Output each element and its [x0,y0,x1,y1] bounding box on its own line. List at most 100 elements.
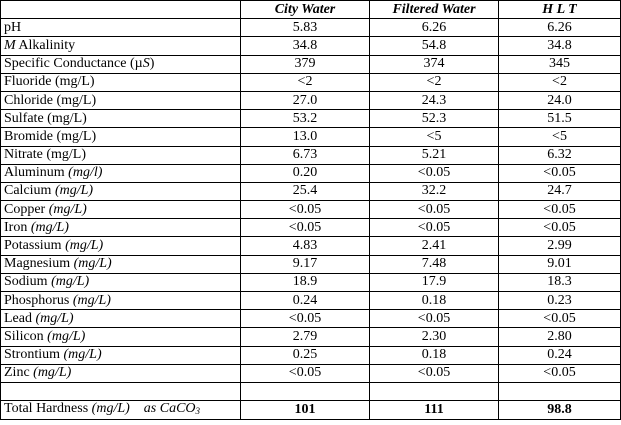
hlt-value: <2 [498,72,621,92]
table-row: M Alkalinity 34.8 54.8 34.8 [0,36,621,56]
filtered-value: 2.30 [369,327,499,347]
table-row: pH 5.83 6.26 6.26 [0,18,621,38]
table-row: Calcium (mg/L) 25.4 32.2 24.7 [0,181,621,202]
hlt-value: 6.26 [498,18,621,38]
parameter-name: Sodium [4,274,52,290]
row-label: Magnesium (mg/L) [0,254,241,274]
filtered-value: 52.3 [369,109,499,129]
city-value: 18.9 [240,272,370,293]
spacer-cell [0,381,241,401]
city-value: 27.0 [240,90,370,111]
parameter-name: Copper [4,201,49,217]
row-label: Sodium (mg/L) [0,272,241,293]
parameter-name: Specific Conductance ( [4,56,135,72]
spacer-cell [240,381,370,401]
filtered-value: 32.2 [369,181,499,202]
hlt-value: 34.8 [498,36,621,56]
table-row: Potassium (mg/L) 4.83 2.41 2.99 [0,236,621,256]
parameter-unit: (mg/L) [72,292,111,308]
hlt-value: 0.23 [498,290,621,311]
row-label: Total Hardness (mg/L) as CaCO3 [0,399,241,420]
city-value: <0.05 [240,363,370,383]
filtered-value: <0.05 [369,163,499,183]
row-label: Phosphorus (mg/L) [0,290,241,311]
header-city-water: City Water [240,0,370,20]
filtered-value: <0.05 [369,309,499,329]
city-value: 13.0 [240,127,370,147]
row-label: Strontium (mg/L) [0,345,241,365]
filtered-value: 374 [369,54,499,74]
city-value: 6.73 [240,145,370,165]
parameter-name: Calcium [4,183,55,199]
filtered-value: 0.18 [369,290,499,311]
parameter-unit: (mg/L) [35,310,74,326]
table-row: Zinc (mg/L) <0.05 <0.05 <0.05 [0,363,621,383]
total-hardness-row: Total Hardness (mg/L) as CaCO3 101 111 98… [0,399,621,420]
header-hlt: H L T [498,0,621,20]
parameter-unit: (mg/L) [30,219,69,235]
parameter-name: Potassium [4,238,66,254]
header-filtered-water: Filtered Water [369,0,499,20]
filtered-value: 54.8 [369,36,499,56]
parameter-unit: (mg/L) [33,365,72,381]
city-value: 9.17 [240,254,370,274]
filtered-value: <2 [369,72,499,92]
parameter-unit: (mg/L) [73,256,112,272]
as-caco3-subscript: 3 [195,405,201,416]
hlt-value: 9.01 [498,254,621,274]
city-value: 25.4 [240,181,370,202]
table-row: Nitrate (mg/L) 6.73 5.21 6.32 [0,145,621,165]
parameter-name: Phosphorus [4,292,73,308]
hlt-value: <0.05 [498,218,621,238]
city-value: 4.83 [240,236,370,256]
parameter-name: Aluminum [4,165,69,181]
filtered-value: <0.05 [369,200,499,220]
filtered-value: <0.05 [369,363,499,383]
hlt-value: 0.24 [498,345,621,365]
table-row: Bromide (mg/L) 13.0 <5 <5 [0,127,621,147]
hlt-value: <0.05 [498,309,621,329]
filtered-value: 17.9 [369,272,499,293]
parameter-name: pH [4,19,22,35]
parameter-name: Sulfate (mg/L) [4,110,87,126]
hlt-value: <0.05 [498,363,621,383]
spacer-cell [498,381,621,401]
parameter-unit: (mg/L) [63,347,102,363]
spacer-row [0,381,621,401]
filtered-value: 24.3 [369,90,499,111]
parameter-unit: (mg/L) [47,328,86,344]
row-label: Silicon (mg/L) [0,327,241,347]
filtered-value: 5.21 [369,145,499,165]
row-label: pH [0,18,241,38]
hlt-value: <5 [498,127,621,147]
parameter-name: Bromide (mg/L) [4,128,97,144]
parameter-name: Lead [4,310,36,326]
table-row: Sulfate (mg/L) 53.2 52.3 51.5 [0,109,621,129]
row-label: Sulfate (mg/L) [0,109,241,129]
parameter-unit: (mg/L) [51,274,90,290]
city-value: 0.24 [240,290,370,311]
row-label: Lead (mg/L) [0,309,241,329]
header-row: City Water Filtered Water H L T [0,0,621,20]
city-value: 2.79 [240,327,370,347]
row-label: Potassium (mg/L) [0,236,241,256]
parameter-name: Strontium [4,347,64,363]
filtered-value: 6.26 [369,18,499,38]
spacer-cell [369,381,499,401]
city-value: <0.05 [240,218,370,238]
hlt-value: 24.0 [498,90,621,111]
table-row: Silicon (mg/L) 2.79 2.30 2.80 [0,327,621,347]
city-value: <2 [240,72,370,92]
parameter-name: Alkalinity [15,37,76,53]
city-value: 5.83 [240,18,370,38]
row-label: Aluminum (mg/l) [0,163,241,183]
table-row: Fluoride (mg/L) <2 <2 <2 [0,72,621,92]
filtered-value: 2.41 [369,236,499,256]
parameter-unit: (mg/L) [54,183,94,199]
row-label: Chloride (mg/L) [0,90,241,111]
parameter-prefix: M [4,37,16,53]
parameter-unit: (mg/L) [65,238,104,254]
parameter-name: Nitrate (mg/L) [4,147,87,163]
hlt-value: 2.99 [498,236,621,256]
siemens-unit: S [142,56,150,72]
